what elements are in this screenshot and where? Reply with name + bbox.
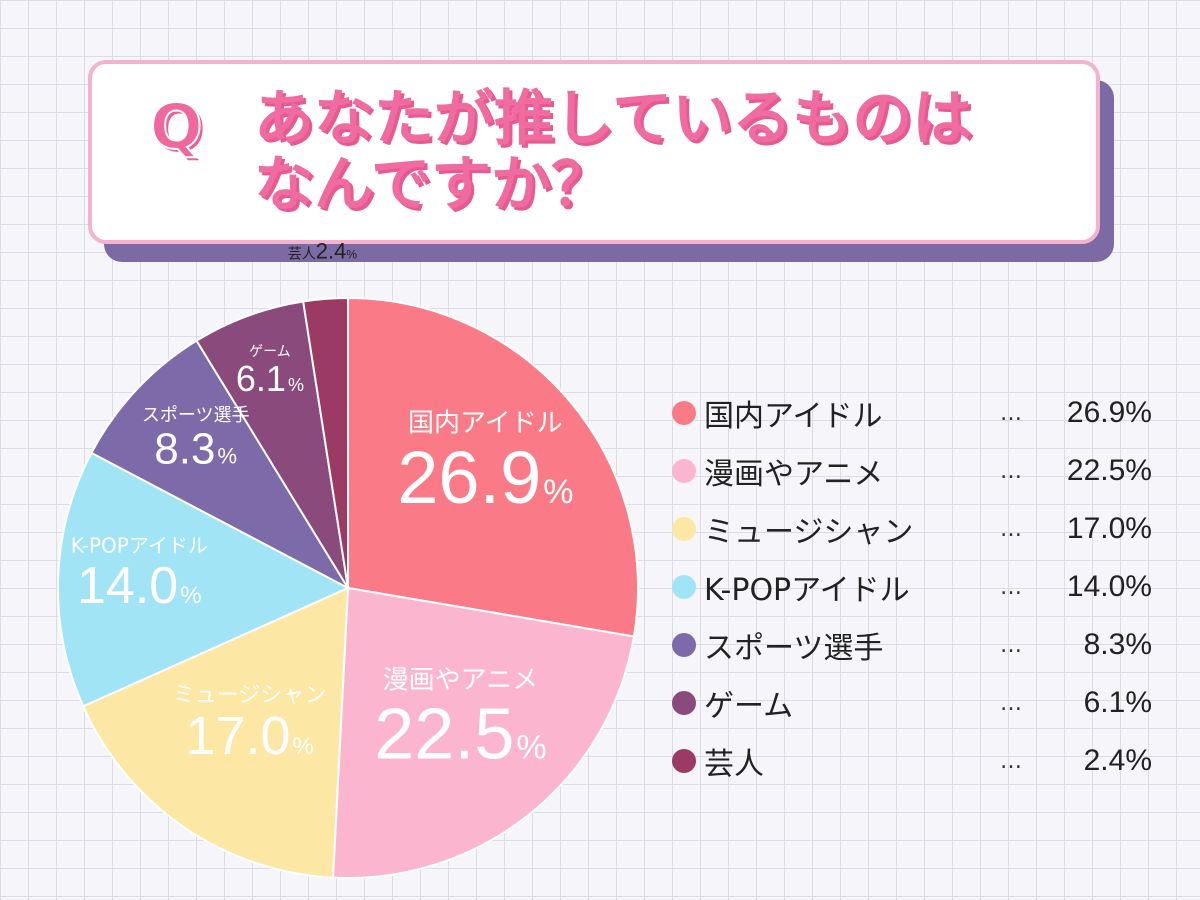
pie-slice: [90, 339, 351, 591]
pie-slice: [347, 296, 639, 638]
legend-value: 2.4%: [1083, 744, 1152, 777]
legend-color-dot: [672, 401, 696, 425]
legend-color-dot: [672, 459, 696, 483]
question-line-2: なんですか？: [254, 150, 611, 220]
legend-item: ゲーム … 6.1%: [672, 674, 1162, 732]
pie-slice: [331, 586, 636, 879]
legend-separator: …: [1000, 748, 1024, 774]
question-mark: Q: [149, 89, 204, 164]
legend-label: 芸人: [704, 747, 764, 782]
pie-slice-value: 26.9%: [397, 436, 573, 519]
pie-slice-value: 17.0%: [185, 706, 313, 766]
legend-separator: …: [1000, 458, 1024, 484]
legend-label: ゲーム: [704, 689, 794, 724]
legend-separator: …: [1000, 632, 1024, 658]
legend-separator: …: [1000, 690, 1024, 716]
legend-item: K-POPアイドル … 14.0%: [672, 558, 1162, 616]
legend-value: 8.3%: [1083, 628, 1152, 661]
legend-color-dot: [672, 749, 696, 773]
pie-slice-value: 14.0%: [77, 557, 202, 615]
pie-slice: [81, 586, 350, 879]
pie-slice: [57, 451, 351, 708]
legend-item: 芸人 … 2.4%: [672, 732, 1162, 790]
legend-color-dot: [672, 691, 696, 715]
pie-slice-label: 芸人2.4%: [288, 238, 358, 263]
legend-label: 漫画やアニメ: [704, 457, 884, 492]
pie-slice-name: ミュージシャン: [173, 683, 327, 708]
pie-slice: [195, 300, 349, 589]
pie-slice-name: スポーツ選手: [142, 405, 250, 426]
legend: 国内アイドル … 26.9% 漫画やアニメ … 22.5% ミュージシャン … …: [672, 384, 1162, 790]
legend-color-dot: [672, 575, 696, 599]
legend-color-dot: [672, 517, 696, 541]
legend-value: 14.0%: [1066, 570, 1152, 603]
legend-item: 国内アイドル … 26.9%: [672, 384, 1162, 442]
pie-slice-value: 6.1%: [236, 358, 304, 399]
legend-color-dot: [672, 633, 696, 657]
legend-value: 6.1%: [1083, 686, 1152, 719]
legend-separator: …: [1000, 516, 1024, 542]
legend-item: 漫画やアニメ … 22.5%: [672, 442, 1162, 500]
question-box: Q あなたが推しているものは なんですか？: [88, 60, 1100, 244]
legend-value: 17.0%: [1066, 512, 1152, 545]
pie-slice-name: 漫画やアニメ: [383, 666, 538, 696]
pie-slice-name: ゲーム: [249, 344, 291, 360]
pie-slice-name: 国内アイドル: [408, 408, 563, 438]
legend-value: 22.5%: [1066, 454, 1152, 487]
legend-item: ミュージシャン … 17.0%: [672, 500, 1162, 558]
legend-separator: …: [1000, 400, 1024, 426]
question-line-1: あなたが推しているものは: [254, 84, 973, 154]
legend-item: スポーツ選手 … 8.3%: [672, 616, 1162, 674]
legend-label: ミュージシャン: [704, 515, 914, 550]
pie-slice-value: 22.5%: [374, 695, 546, 775]
legend-separator: …: [1000, 574, 1024, 600]
pie-slice-value: 8.3%: [154, 425, 237, 474]
pie-slice: [302, 296, 349, 589]
legend-label: K-POPアイドル: [704, 573, 910, 608]
legend-value: 26.9%: [1066, 396, 1152, 429]
legend-label: 国内アイドル: [704, 399, 883, 434]
legend-label: スポーツ選手: [704, 631, 884, 666]
question-title: あなたが推しているものは なんですか？: [254, 86, 1074, 218]
pie-slice-name: K-POPアイドル: [71, 534, 208, 558]
